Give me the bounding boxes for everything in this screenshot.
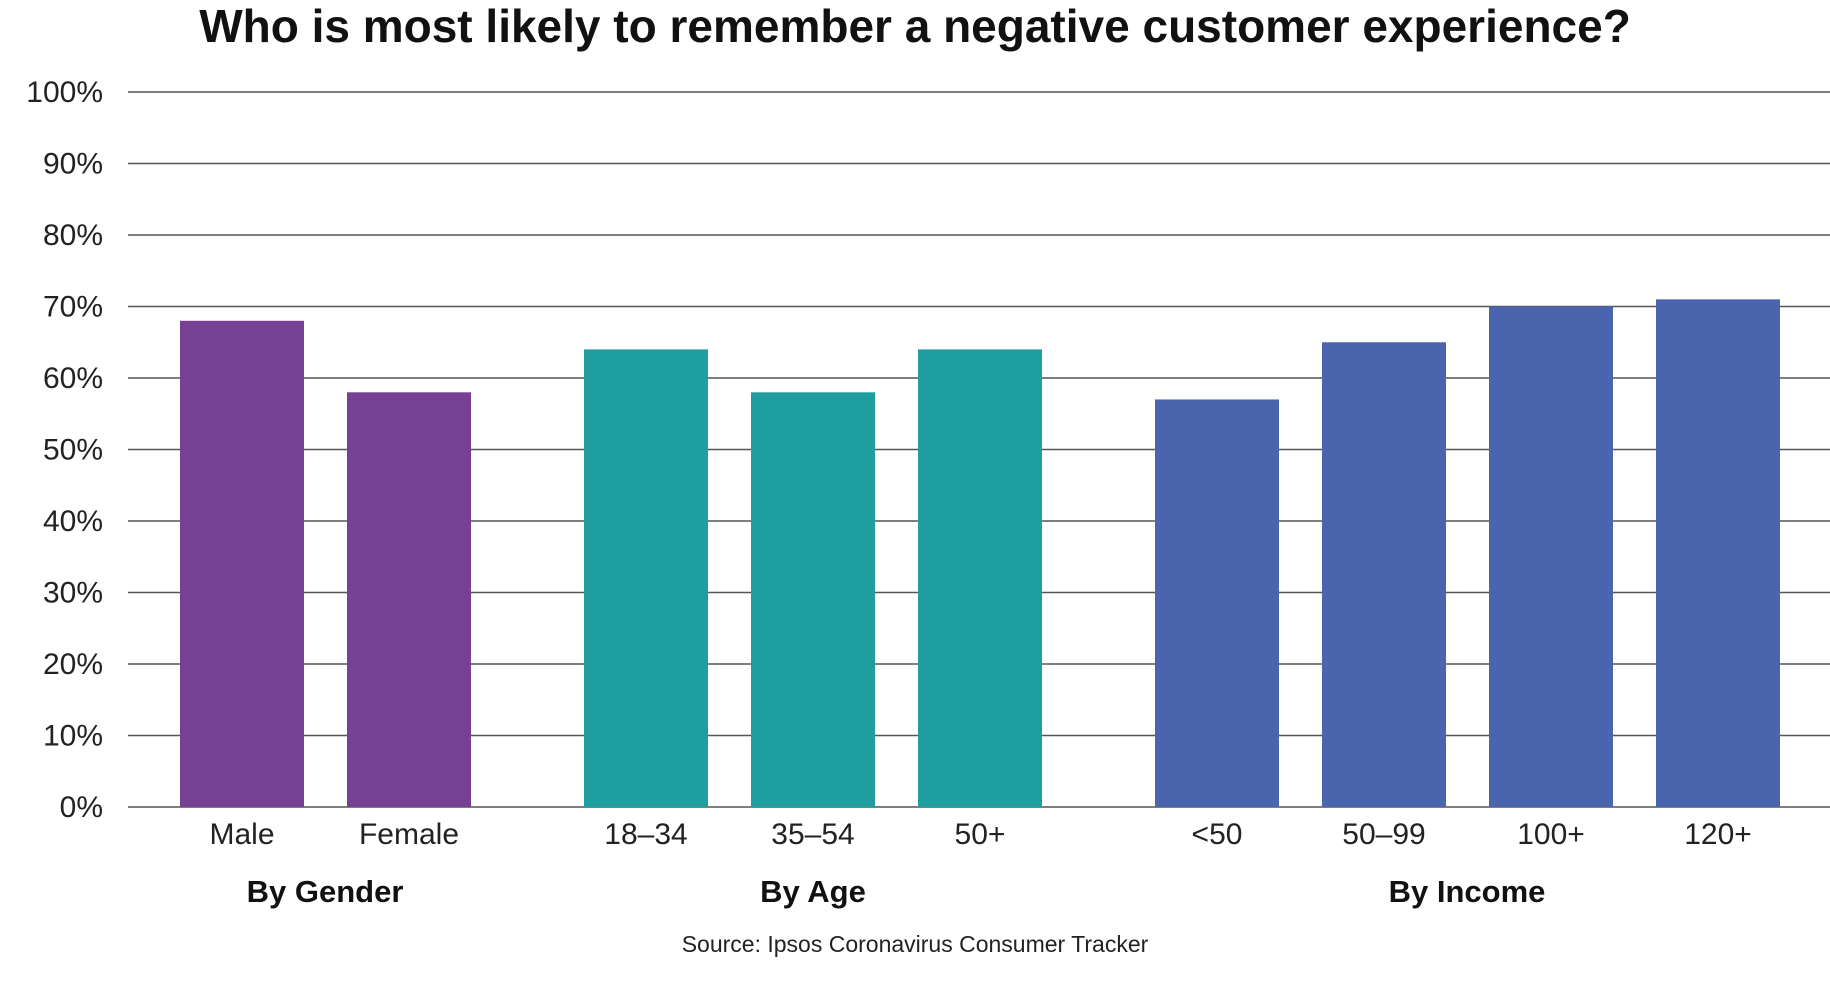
- y-tick-label: 10%: [43, 720, 103, 753]
- x-category-label: 18–34: [604, 818, 687, 851]
- y-tick-label: 60%: [43, 362, 103, 395]
- bar-<50: [1155, 399, 1279, 807]
- y-tick-label: 0%: [60, 791, 103, 824]
- y-tick-label: 80%: [43, 219, 103, 252]
- x-category-label: Male: [209, 818, 274, 851]
- y-tick-label: 90%: [43, 148, 103, 181]
- bar-100+: [1489, 306, 1613, 807]
- bar-35–54: [751, 392, 875, 807]
- x-category-label: 100+: [1517, 818, 1585, 851]
- y-axis-tick-labels: 0% 10% 20% 30% 40% 50% 60% 70% 80% 90% 100%: [26, 76, 103, 824]
- bar-18–34: [584, 349, 708, 807]
- x-category-label: Female: [359, 818, 459, 851]
- y-tick-label: 20%: [43, 648, 103, 681]
- x-category-label: 50–99: [1342, 818, 1425, 851]
- bar-Male: [180, 320, 304, 807]
- y-tick-label: 50%: [43, 434, 103, 467]
- group-label: By Gender: [247, 874, 404, 909]
- x-category-label: 35–54: [771, 818, 854, 851]
- x-category-label: 120+: [1684, 818, 1752, 851]
- y-tick-label: 40%: [43, 505, 103, 538]
- bar-Female: [347, 392, 471, 807]
- source-note: Source: Ipsos Coronavirus Consumer Track…: [681, 931, 1149, 957]
- bars: [180, 299, 1780, 807]
- y-tick-label: 30%: [43, 577, 103, 610]
- group-labels: By Gender By Age By Income: [247, 874, 1546, 909]
- y-tick-label: 100%: [26, 76, 103, 109]
- y-tick-label: 70%: [43, 291, 103, 324]
- x-category-label: 50+: [955, 818, 1006, 851]
- bar-50+: [918, 349, 1042, 807]
- bar-50–99: [1322, 342, 1446, 807]
- x-category-label: <50: [1192, 818, 1243, 851]
- chart-title: Who is most likely to remember a negativ…: [199, 0, 1631, 52]
- bar-120+: [1656, 299, 1780, 807]
- x-axis-category-labels: Male Female 18–34 35–54 50+ <50 50–99 100+ 120+: [209, 818, 1751, 851]
- group-label: By Income: [1389, 874, 1546, 909]
- group-label: By Age: [760, 874, 866, 909]
